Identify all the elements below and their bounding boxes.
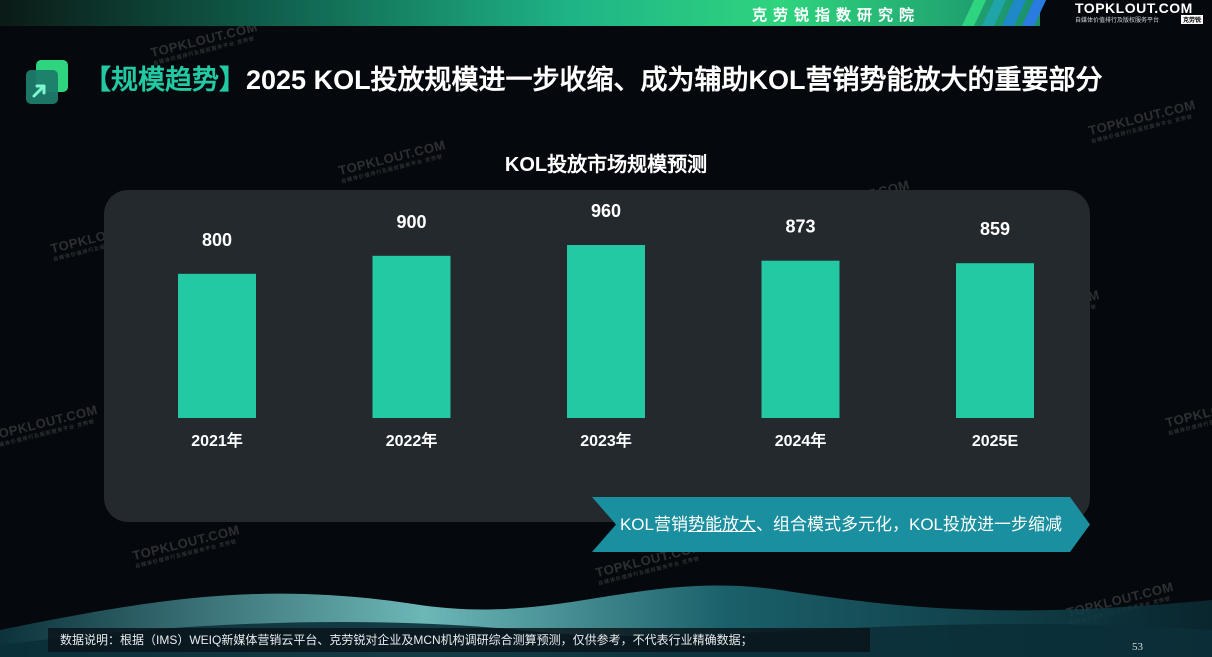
brand-subtitle: 自媒体价值排行及版权服务平台 克劳锐 (1075, 15, 1203, 24)
conclusion-banner (592, 497, 1090, 552)
title-tag: 【规模趋势】 (84, 65, 246, 95)
conclusion-text: KOL营销势能放大、组合模式多元化，KOL投放进一步缩减 (619, 515, 1063, 534)
bar-4 (956, 263, 1034, 418)
bar-2 (567, 245, 645, 418)
brand-logo[interactable]: TOPKLOUT.COM 自媒体价值排行及版权服务平台 克劳锐 (1075, 0, 1203, 24)
page-number: 53 (1132, 641, 1143, 653)
header-stripes (960, 0, 1060, 26)
institute-name: 克劳锐指数研究院 (752, 7, 921, 24)
category-label-2: 2023年 (580, 431, 632, 450)
value-label-1: 900 (396, 212, 426, 232)
bar-chart: 800 2021年 900 2022年 960 2023年 873 2024年 859 2025E (178, 201, 1034, 450)
value-label-0: 800 (202, 230, 232, 250)
value-label-4: 859 (980, 219, 1010, 239)
trend-arrow-icon (26, 60, 68, 104)
value-label-2: 960 (591, 201, 621, 221)
value-label-3: 873 (785, 217, 815, 237)
header-bar (0, 0, 1040, 26)
page-title: 【规模趋势】2025 KOL投放规模进一步收缩、成为辅助KOL营销势能放大的重要… (84, 58, 1103, 97)
category-label-1: 2022年 (386, 431, 438, 450)
bar-1 (372, 255, 451, 418)
title-text: 2025 KOL投放规模进一步收缩、成为辅助KOL营销势能放大的重要部分 (246, 65, 1103, 95)
bar-3 (761, 260, 840, 418)
category-label-0: 2021年 (191, 431, 243, 450)
data-footnote: 数据说明：根据（IMS）WEIQ新媒体营销云平台、克劳锐对企业及MCN机构调研综… (48, 628, 870, 652)
category-label-4: 2025E (972, 433, 1019, 450)
brand-name: TOPKLOUT.COM (1075, 0, 1193, 16)
chart-title: KOL投放市场规模预测 (504, 154, 708, 176)
bar-0 (178, 273, 256, 418)
category-label-3: 2024年 (775, 431, 827, 450)
